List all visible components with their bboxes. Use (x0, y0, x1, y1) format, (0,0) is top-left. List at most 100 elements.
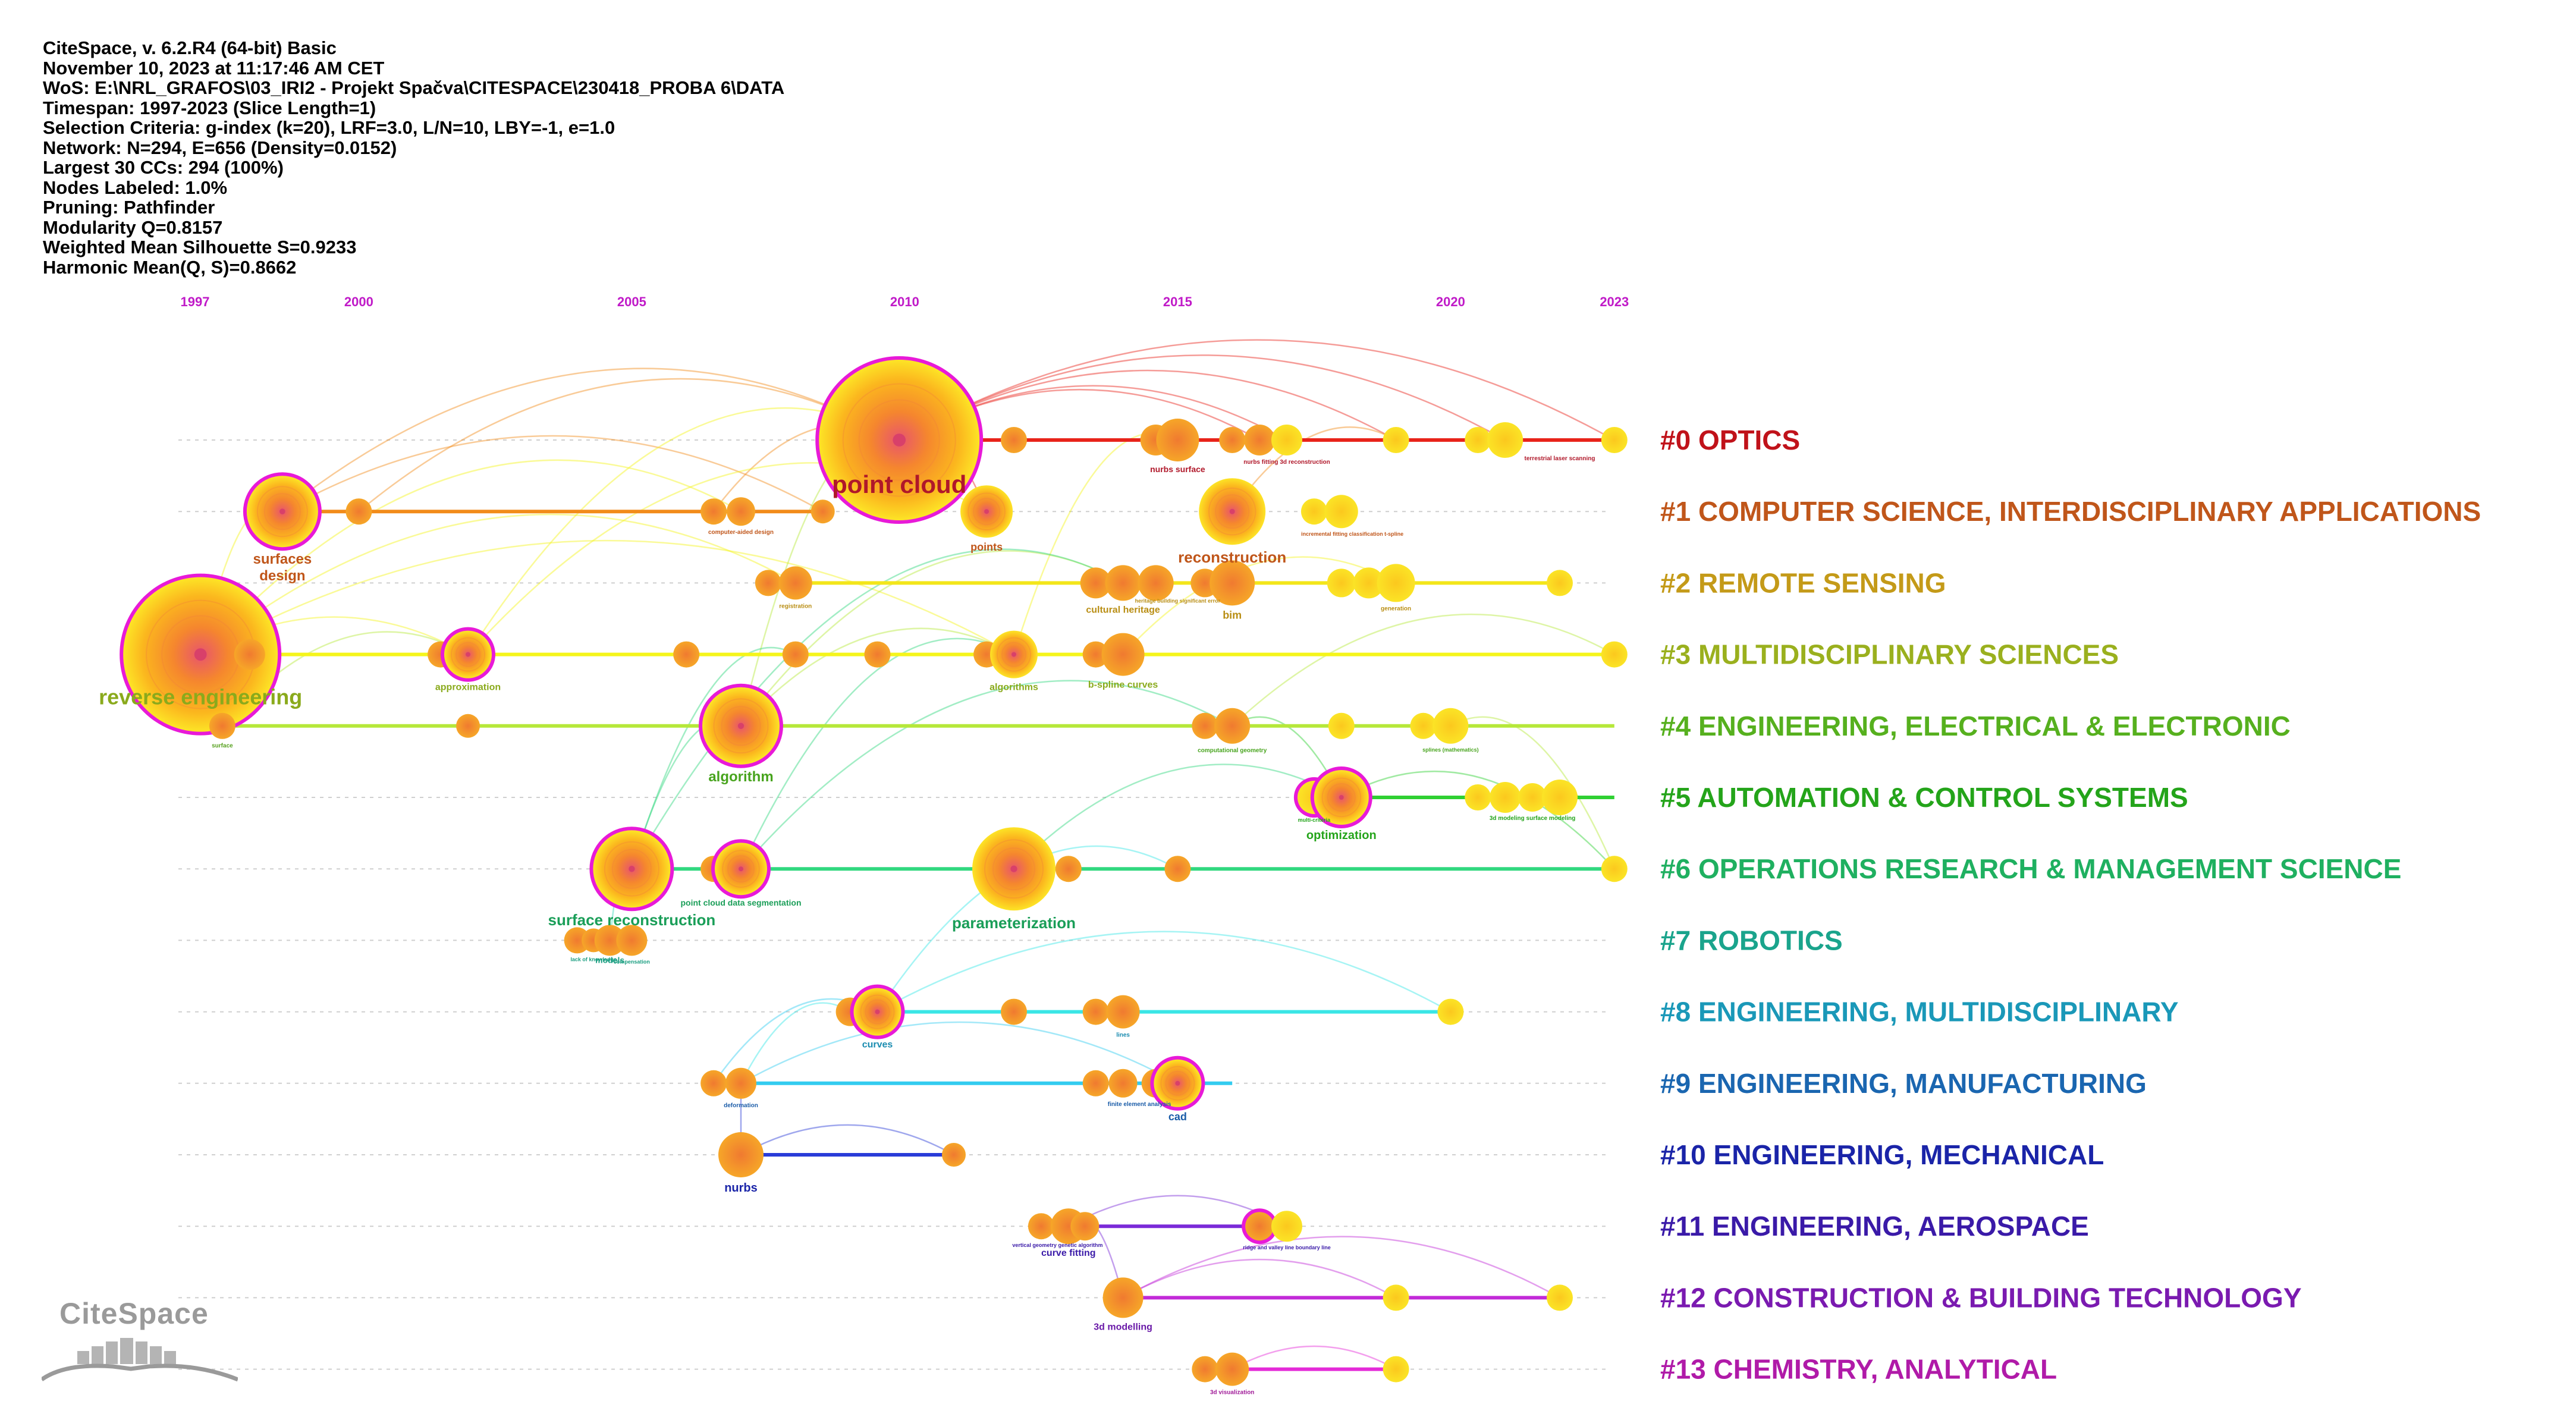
reference-node[interactable] (1542, 780, 1578, 815)
reference-node[interactable] (1164, 856, 1191, 882)
node-label: registration (779, 603, 812, 609)
reference-node[interactable] (1106, 995, 1140, 1029)
reference-node[interactable] (209, 712, 235, 739)
node-tree-ring (728, 714, 753, 739)
reference-node[interactable] (1300, 498, 1327, 525)
node-tree-ring (727, 855, 755, 883)
reference-node[interactable] (778, 566, 812, 600)
node-label: surfaces (253, 551, 312, 567)
reference-node[interactable] (1001, 998, 1027, 1025)
reference-node[interactable] (616, 925, 648, 956)
node-label: heritage building significant error (1135, 598, 1221, 604)
reference-node[interactable] (1214, 708, 1251, 744)
reference-node[interactable] (1192, 712, 1218, 739)
reference-node[interactable] (1353, 567, 1384, 599)
reference-node[interactable] (1108, 1069, 1138, 1098)
reference-node[interactable] (1245, 1212, 1274, 1241)
reference-node[interactable] (345, 498, 372, 525)
citation-link (1013, 764, 1342, 870)
reference-node[interactable] (456, 714, 480, 738)
reference-node[interactable] (700, 1070, 727, 1096)
node-core (1339, 795, 1344, 800)
node-label: computer-aided design (708, 529, 774, 536)
reference-node[interactable] (1601, 427, 1628, 453)
reference-node[interactable] (1547, 570, 1573, 596)
reference-node[interactable] (1324, 495, 1358, 529)
node-core (466, 652, 470, 657)
reference-node[interactable] (1082, 1070, 1109, 1096)
reference-node[interactable] (1082, 998, 1109, 1025)
metadata-line: Nodes Labeled: 1.0% (43, 177, 228, 198)
citation-link (1122, 1259, 1397, 1299)
reference-node[interactable] (1271, 1211, 1302, 1242)
reference-node[interactable] (1328, 712, 1355, 739)
reference-node[interactable] (1547, 1284, 1573, 1311)
citation-link (631, 646, 796, 869)
reference-node[interactable] (1487, 422, 1523, 458)
metadata-line: Largest 30 CCs: 294 (100%) (43, 157, 284, 178)
reference-node[interactable] (700, 498, 727, 525)
reference-node[interactable] (1383, 1284, 1409, 1311)
node-label: bim (1223, 609, 1242, 621)
node-label: compensation (614, 959, 650, 964)
reference-node[interactable] (1080, 567, 1111, 599)
reference-node[interactable] (1082, 641, 1109, 668)
reference-node[interactable] (1377, 564, 1415, 602)
reference-node[interactable] (718, 1132, 764, 1177)
reference-node[interactable] (1271, 425, 1302, 455)
citation-link (282, 435, 824, 513)
reference-node[interactable] (864, 641, 891, 668)
reference-node[interactable] (1070, 1212, 1099, 1241)
node-label: lack of knowledge (570, 956, 617, 962)
node-tree-ring (984, 839, 1044, 899)
reference-node[interactable] (727, 497, 755, 526)
reference-node[interactable] (673, 641, 700, 668)
reference-node[interactable] (1102, 1277, 1144, 1318)
reference-node[interactable] (234, 639, 265, 670)
reference-node[interactable] (1055, 856, 1082, 882)
reference-node[interactable] (1219, 427, 1246, 453)
reference-node[interactable] (1465, 427, 1491, 453)
reference-node[interactable] (811, 499, 835, 524)
node-label: points (970, 541, 1003, 553)
reference-node[interactable] (1601, 856, 1628, 882)
reference-node[interactable] (1518, 783, 1547, 812)
reference-node[interactable] (1210, 560, 1255, 606)
reference-node[interactable] (1192, 1356, 1218, 1383)
node-label: 3d modelling (1094, 1322, 1152, 1332)
reference-node[interactable] (1490, 782, 1521, 813)
citation-link (740, 637, 1014, 869)
reference-node[interactable] (942, 1143, 966, 1167)
node-tree-ring (1170, 1075, 1186, 1091)
reference-node[interactable] (1028, 1213, 1054, 1240)
reference-node[interactable] (1383, 427, 1409, 453)
reference-node[interactable] (755, 570, 781, 596)
reference-node[interactable] (1244, 425, 1276, 455)
cluster-label: #13 CHEMISTRY, ANALYTICAL (1660, 1354, 2057, 1385)
node-tree-ring (860, 994, 895, 1029)
node-label: algorithms (989, 683, 1038, 693)
node-core (1175, 1080, 1180, 1086)
reference-node[interactable] (1383, 1356, 1409, 1383)
reference-node[interactable] (1601, 641, 1628, 668)
metadata-line: Selection Criteria: g-index (k=20), LRF=… (43, 117, 615, 138)
reference-node[interactable] (1432, 708, 1469, 744)
reference-node[interactable] (1465, 784, 1491, 810)
node-label: finite element analysis (1108, 1101, 1171, 1108)
year-tick-label: 2010 (890, 294, 919, 309)
metadata-line: CiteSpace, v. 6.2.R4 (64-bit) Basic (43, 37, 337, 58)
reference-node[interactable] (1327, 568, 1356, 598)
reference-node[interactable] (1437, 998, 1464, 1025)
reference-node[interactable] (1001, 427, 1027, 453)
reference-node[interactable] (1138, 565, 1174, 601)
node-label: vertical geometry genetic algorithm (1012, 1242, 1102, 1248)
reference-node[interactable] (1410, 712, 1437, 739)
reference-node[interactable] (1215, 1352, 1249, 1386)
reference-node[interactable] (1101, 633, 1145, 676)
reference-node[interactable] (725, 1067, 756, 1099)
reference-node[interactable] (1105, 565, 1141, 601)
reference-node[interactable] (782, 641, 809, 668)
reference-node[interactable] (594, 925, 626, 956)
node-tree-ring (263, 493, 301, 530)
reference-node[interactable] (1156, 419, 1199, 461)
